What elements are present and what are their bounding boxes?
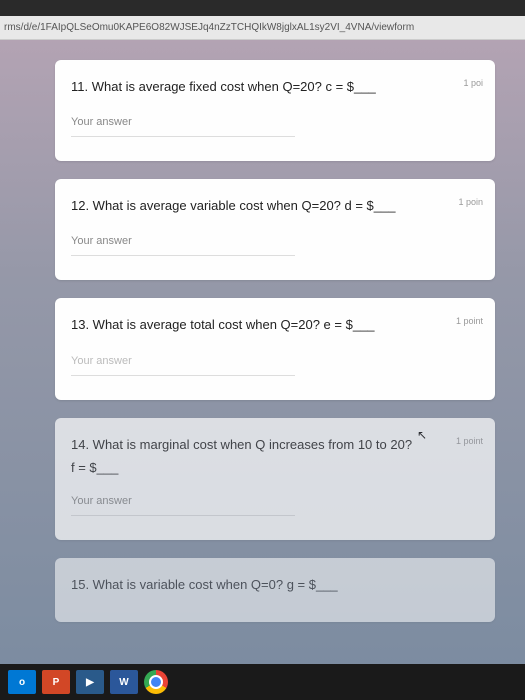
question-card-15: 15. What is variable cost when Q=0? g = … — [55, 558, 495, 622]
answer-input[interactable]: Your answer — [71, 495, 295, 516]
question-subtext: f = $___ — [71, 460, 479, 475]
question-card-11: 1 poi 11. What is average fixed cost whe… — [55, 60, 495, 161]
points-label: 1 poi — [463, 78, 483, 88]
question-text: 11. What is average fixed cost when Q=20… — [71, 78, 479, 96]
question-card-12: 1 poin 12. What is average variable cost… — [55, 179, 495, 280]
powerpoint-icon[interactable]: P — [42, 670, 70, 694]
points-label: 1 point — [456, 316, 483, 326]
question-card-14: 1 point 14. What is marginal cost when Q… — [55, 418, 495, 540]
points-label: 1 poin — [458, 197, 483, 207]
outlook-icon[interactable]: o — [8, 670, 36, 694]
url-bar[interactable]: rms/d/e/1FAIpQLSeOmu0KAPE6O82WJSEJq4nZzT… — [0, 16, 525, 40]
question-text: 12. What is average variable cost when Q… — [71, 197, 479, 215]
answer-input[interactable]: Your answer — [71, 235, 295, 256]
question-card-13: 1 point 13. What is average total cost w… — [55, 298, 495, 399]
word-icon[interactable]: W — [110, 670, 138, 694]
taskbar[interactable]: o P ▶ W — [0, 664, 525, 700]
answer-input[interactable]: Your answer — [71, 116, 295, 137]
form-container: 1 poi 11. What is average fixed cost whe… — [0, 40, 525, 660]
chrome-icon[interactable] — [144, 670, 168, 694]
question-text: 13. What is average total cost when Q=20… — [71, 316, 479, 334]
question-text: 15. What is variable cost when Q=0? g = … — [71, 576, 479, 594]
question-text: 14. What is marginal cost when Q increas… — [71, 436, 479, 454]
answer-input[interactable]: Your answer — [71, 355, 295, 376]
browser-top-bar — [0, 0, 525, 16]
media-icon[interactable]: ▶ — [76, 670, 104, 694]
points-label: 1 point — [456, 436, 483, 446]
